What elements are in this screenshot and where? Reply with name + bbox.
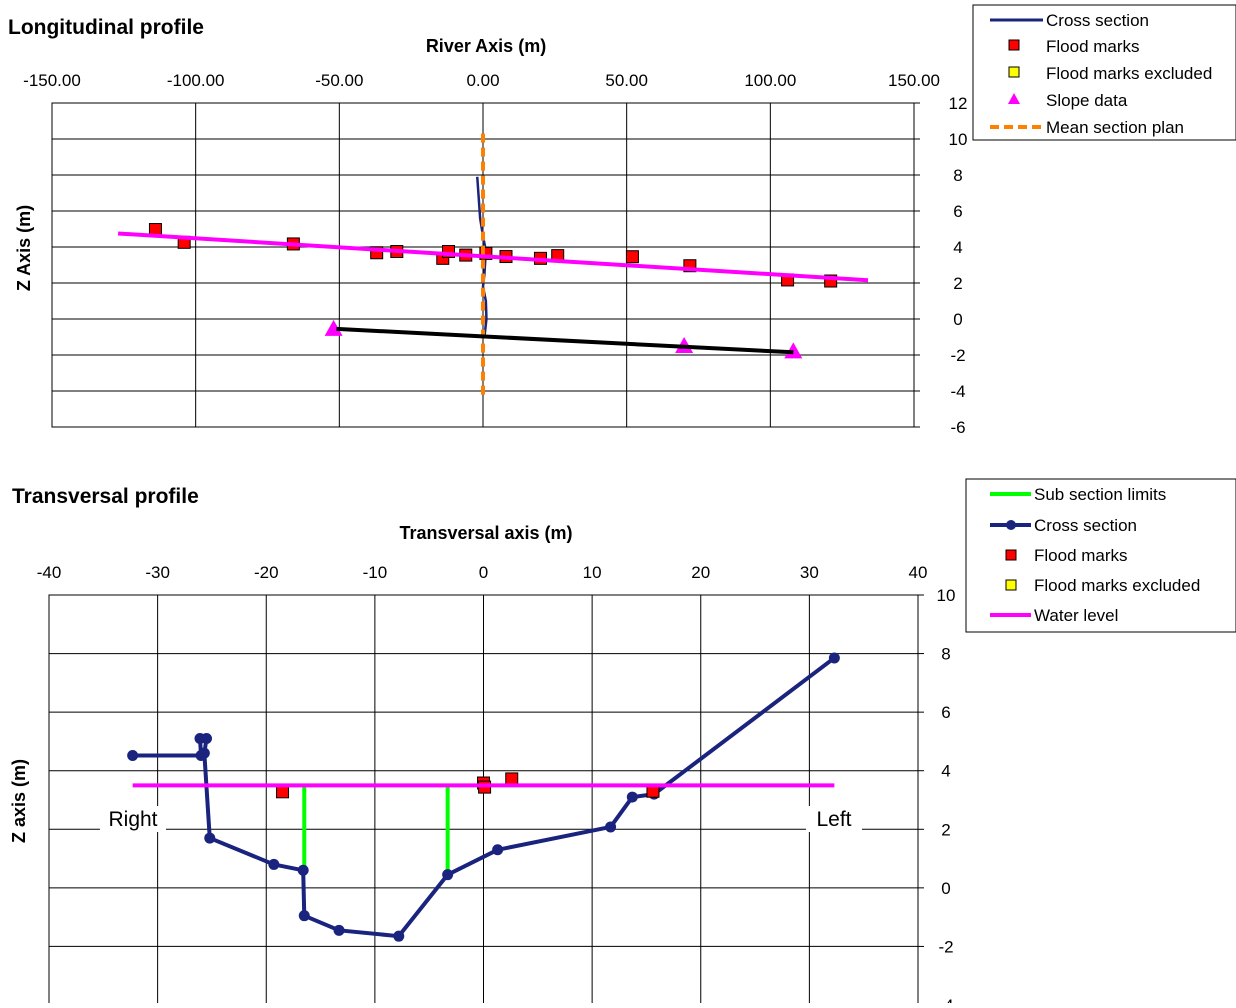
- x-tick-label: -40: [37, 563, 62, 582]
- x-axis-title: Transversal axis (m): [399, 523, 572, 543]
- legend-label: Sub section limits: [1034, 485, 1166, 504]
- legend-label: Flood marks: [1046, 37, 1140, 56]
- transversal-legend: Sub section limits Cross section Flood m…: [965, 478, 1236, 633]
- point-cross-section: [492, 844, 504, 856]
- legend-key-flood-marks: [1005, 549, 1017, 561]
- y-tick-label: 8: [941, 645, 950, 664]
- plot-grid: [48, 594, 924, 1006]
- legend-label: Cross section: [1034, 516, 1137, 535]
- y-tick-label: -4: [950, 382, 965, 401]
- left-bank-label: Left: [816, 808, 851, 831]
- x-tick-label: -50.00: [315, 71, 363, 90]
- y-tick-label: 10: [937, 586, 956, 605]
- x-tick-label: 0: [479, 563, 488, 582]
- y-tick-label: -2: [938, 937, 953, 956]
- point-cross-section: [298, 910, 310, 922]
- legend-key-flood-marks: [1008, 39, 1020, 51]
- point-flood-marks: [625, 250, 639, 264]
- chart-title: Transversal profile: [12, 485, 199, 508]
- x-tick-label: 50.00: [605, 71, 648, 90]
- point-flood-marks: [505, 772, 519, 786]
- x-tick-labels: -150.00 -100.00 -50.00 0.00 50.00 100.00 150.0…: [23, 71, 940, 90]
- series-line-trend: [336, 326, 794, 355]
- longitudinal-legend: Cross section Flood marks Flood marks ex…: [972, 4, 1236, 141]
- point-cross-section: [393, 930, 405, 942]
- point-cross-section: [605, 821, 617, 833]
- y-tick-label: -2: [950, 346, 965, 365]
- series-line-trend: [117, 231, 869, 283]
- chart-title: Longitudinal profile: [8, 16, 204, 39]
- legend-label: Mean section plan: [1046, 118, 1184, 137]
- x-tick-label: 150.00: [888, 71, 940, 90]
- x-axis-title: River Axis (m): [426, 36, 546, 56]
- transversal-chart: Transversal profile Transversal axis (m)…: [9, 485, 956, 1008]
- x-tick-label: 100.00: [744, 71, 796, 90]
- y-tick-label: 6: [941, 703, 950, 722]
- y-tick-label: 2: [953, 274, 962, 293]
- point-flood-marks: [276, 785, 290, 799]
- point-cross-section: [204, 832, 216, 844]
- legend-label: Slope data: [1046, 91, 1128, 110]
- y-tick-label: 4: [941, 762, 950, 781]
- point-cross-section: [626, 791, 638, 803]
- x-tick-label: 0.00: [466, 71, 499, 90]
- y-tick-label: -6: [950, 418, 965, 437]
- y-axis-title: Z Axis (m): [14, 205, 34, 291]
- legend-label: Flood marks: [1034, 546, 1128, 565]
- point-slope-data: [324, 319, 343, 336]
- x-tick-label: -30: [145, 563, 170, 582]
- x-tick-label: 10: [583, 563, 602, 582]
- x-tick-labels: -40 -30 -20 -10 0 10 20 30 40: [37, 563, 928, 582]
- y-tick-label: 8: [953, 166, 962, 185]
- y-tick-label: 6: [953, 202, 962, 221]
- legend-label: Flood marks excluded: [1034, 576, 1200, 595]
- point-cross-section: [297, 864, 309, 876]
- point-cross-section: [127, 749, 139, 761]
- plot-frame: [51, 102, 915, 428]
- y-tick-label: 10: [949, 130, 968, 149]
- legend-label: Cross section: [1046, 11, 1149, 30]
- point-cross-section: [828, 652, 840, 664]
- y-tick-labels: 10 8 6 4 2 0 -2 -4: [937, 586, 956, 1008]
- right-label-bg: [100, 806, 166, 832]
- y-tick-label: -4: [938, 996, 953, 1003]
- y-tick-label: 4: [953, 238, 962, 257]
- point-cross-section: [268, 858, 280, 870]
- longitudinal-chart: Longitudinal profile River Axis (m) Z Ax…: [8, 16, 967, 437]
- left-label-bg: [806, 806, 862, 832]
- legend-label: Flood marks excluded: [1046, 64, 1212, 83]
- x-tick-label: -10: [363, 563, 388, 582]
- x-tick-label: 30: [800, 563, 819, 582]
- plot-marks: [127, 652, 840, 942]
- x-tick-label: -150.00: [23, 71, 81, 90]
- legend-label: Water level: [1034, 606, 1118, 625]
- x-tick-label: -100.00: [167, 71, 225, 90]
- plot-marks: [117, 133, 869, 395]
- y-tick-label: 0: [953, 310, 962, 329]
- y-tick-labels: 12 10 8 6 4 2 0 -2 -4 -6: [949, 94, 968, 437]
- right-bank-label: Right: [108, 808, 157, 831]
- y-tick-label: 0: [941, 879, 950, 898]
- x-tick-label: 20: [691, 563, 710, 582]
- x-tick-label: 40: [909, 563, 928, 582]
- point-cross-section: [198, 747, 210, 759]
- legend-key-flood-marks-excluded: [1005, 579, 1017, 591]
- point-cross-section: [333, 924, 345, 936]
- legend-key-slope-data: [1008, 93, 1020, 104]
- legend-key-cross-section-marker: [1006, 520, 1016, 530]
- y-axis-title: Z axis (m): [9, 759, 29, 843]
- y-tick-label: 2: [941, 820, 950, 839]
- legend-key-flood-marks-excluded: [1008, 66, 1020, 78]
- x-tick-label: -20: [254, 563, 279, 582]
- point-cross-section: [201, 733, 213, 744]
- point-cross-section: [442, 869, 454, 881]
- y-tick-label: 12: [949, 94, 968, 113]
